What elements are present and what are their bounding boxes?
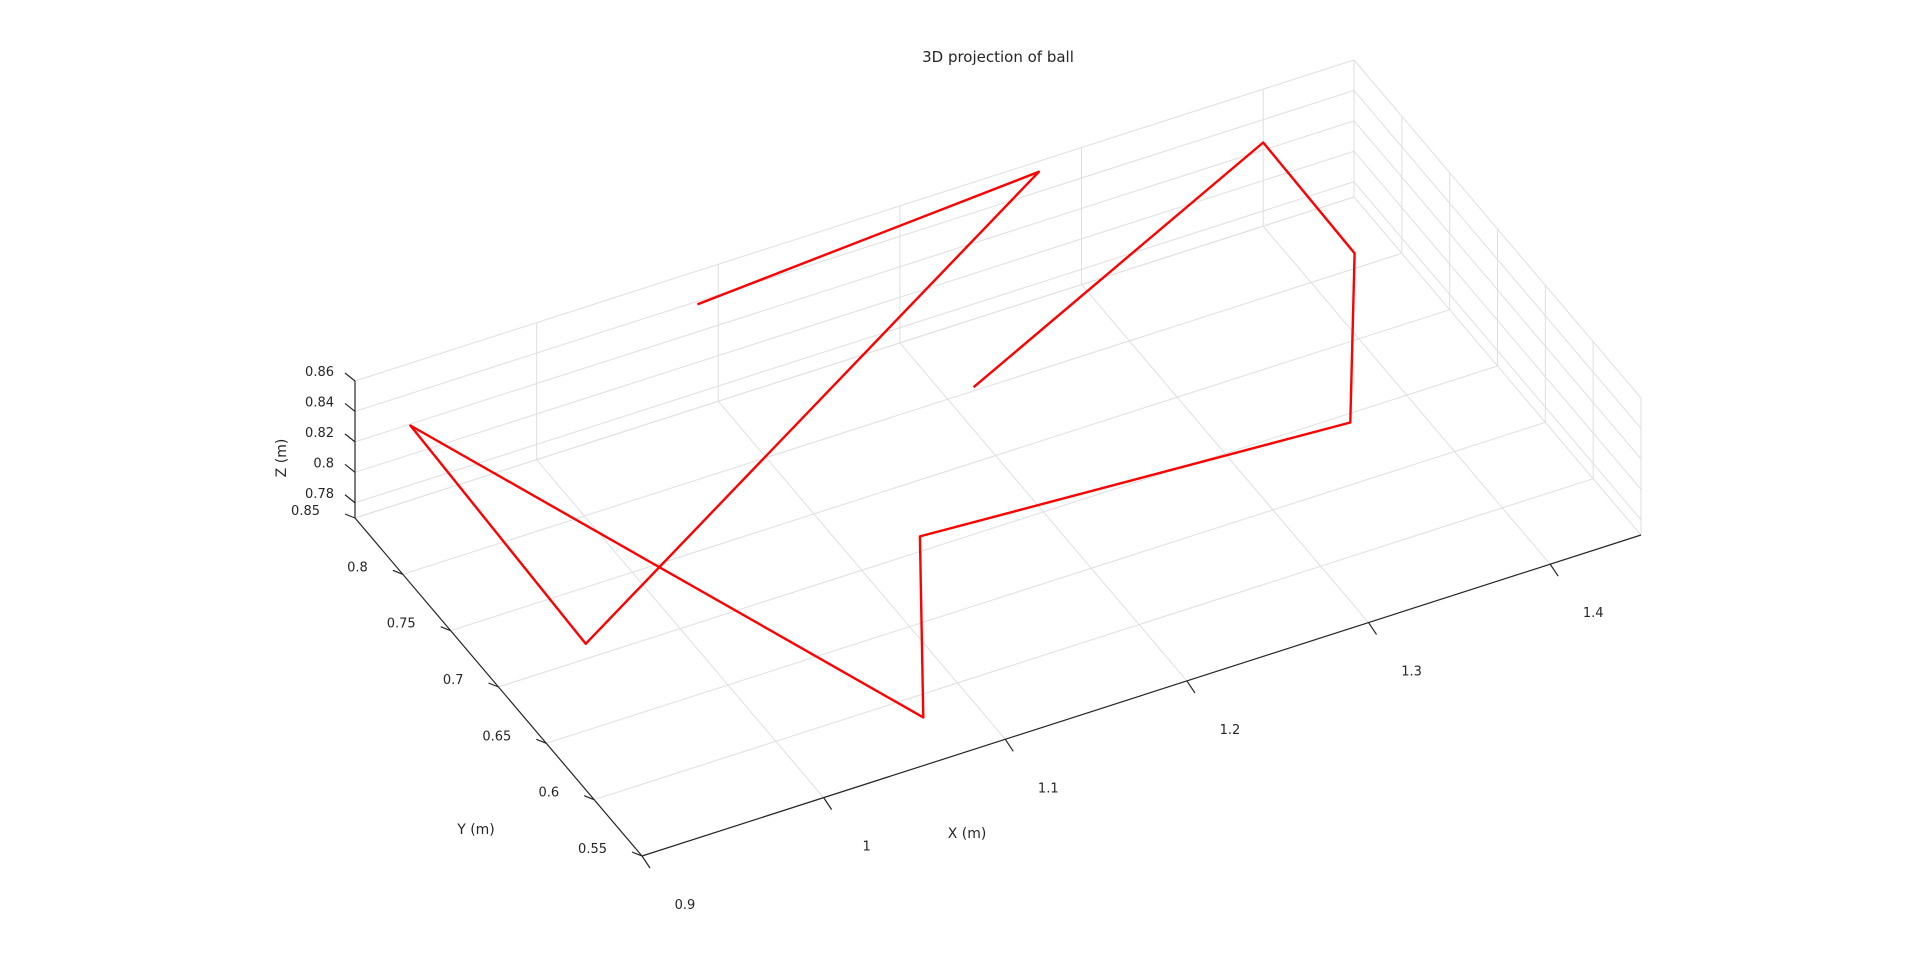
axis-layer: 0.9 1 1.1 1.2 1.3 1.4 0.55 0.6 0.65 0.7 0.75 0.8 0.8… [291, 365, 1642, 913]
side-wall-gridline-z [1353, 196, 1642, 536]
floor-gridline-y [546, 421, 1546, 744]
y-tick-label: 0.75 [387, 617, 416, 632]
side-wall-gridline-z [1353, 151, 1642, 490]
side-wall-gridline-z [1353, 59, 1642, 399]
z-tick-mark [344, 433, 356, 443]
z-tick-label: 0.84 [305, 395, 334, 410]
side-wall-gridline-z [1353, 120, 1642, 460]
z-axis-label: Z (m) [274, 439, 290, 478]
back-wall-gridline-z [354, 120, 1355, 443]
x-axis-label: X (m) [948, 826, 987, 842]
y-tick-mark [583, 795, 595, 801]
x-tick-mark [1186, 680, 1196, 694]
z-tick-mark [344, 463, 356, 473]
y-tick-label: 0.7 [443, 673, 464, 688]
z-tick-label: 0.78 [305, 487, 334, 502]
back-wall-gridline-z [354, 181, 1355, 504]
series-layer [409, 141, 1356, 719]
x-tick-mark [823, 797, 833, 810]
x-tick-mark [641, 855, 651, 869]
x-tick-mark [1368, 622, 1378, 635]
y-tick-mark [536, 738, 547, 744]
z-tick-label: 0.8 [313, 456, 334, 471]
side-wall-gridline-z [1353, 181, 1642, 521]
x-tick-label: 1 [862, 840, 870, 855]
z-tick-mark [344, 372, 356, 382]
floor-gridline-y [498, 365, 1498, 688]
back-wall-gridline-z [354, 196, 1355, 519]
y-tick-mark [440, 626, 451, 632]
y-tick-mark [631, 851, 643, 857]
x-tick-label: 1.4 [1583, 606, 1604, 621]
y-tick-label: 0.6 [538, 786, 559, 801]
z-tick-mark [344, 402, 356, 412]
x-tick-label: 0.9 [675, 898, 696, 913]
y-tick-label: 0.65 [482, 729, 511, 744]
x-tick-mark [1549, 563, 1559, 577]
x-axis-line [641, 534, 1642, 857]
y-tick-mark [392, 569, 404, 575]
y-tick-label: 0.8 [347, 560, 368, 575]
back-wall-gridline-z [354, 59, 1355, 382]
y-axis-label: Y (m) [456, 822, 495, 838]
floor-gridline-y [594, 478, 1594, 801]
floor-gridline-y [402, 252, 1402, 575]
x-tick-label: 1.3 [1401, 665, 1422, 680]
z-tick-label: 0.82 [305, 426, 334, 441]
z-tick-mark [344, 494, 356, 504]
x-tick-mark [1004, 738, 1014, 752]
y-tick-label: 0.55 [578, 842, 607, 857]
x-tick-label: 1.1 [1038, 781, 1059, 796]
back-wall-gridline-z [354, 89, 1355, 412]
floor-gridline-y [450, 309, 1450, 632]
y-tick-label: 0.85 [291, 504, 320, 519]
z-tick-label: 0.86 [305, 365, 334, 380]
side-wall-gridline-z [1353, 90, 1642, 429]
chart-title: 3D projection of ball [922, 48, 1074, 66]
y-tick-mark [488, 682, 499, 688]
x-tick-label: 1.2 [1220, 723, 1241, 738]
back-wall-gridline-z [354, 150, 1355, 473]
grid-layer [354, 59, 1642, 857]
y-tick-mark [344, 513, 356, 519]
label-layer: 3D projection of ball X (m) Y (m) Z (m) [274, 48, 1074, 842]
trajectory-series-line [409, 141, 1356, 719]
